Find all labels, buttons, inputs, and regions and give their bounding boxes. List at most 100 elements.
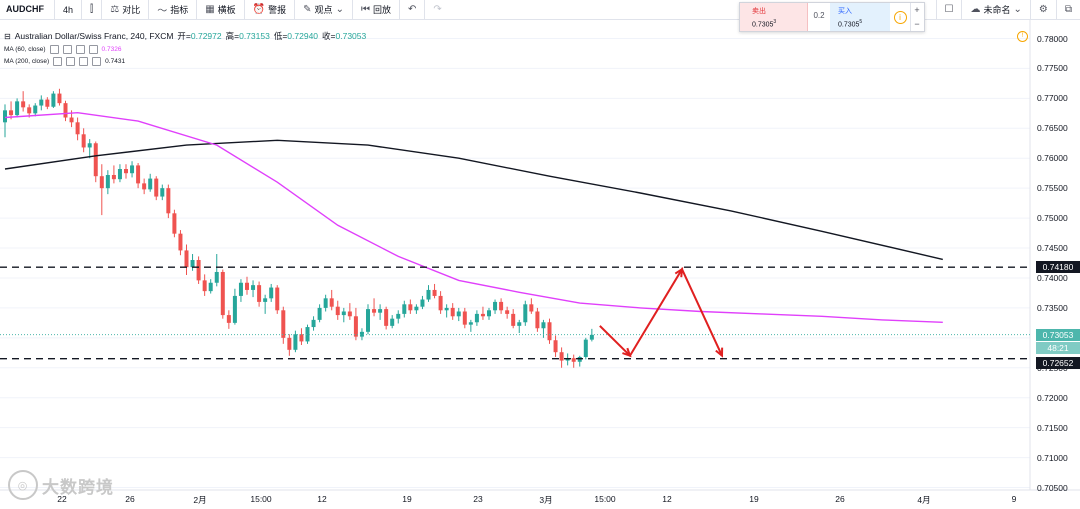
candle-body [450, 307, 455, 317]
candle-body [202, 280, 207, 292]
eye-icon[interactable] [53, 57, 63, 66]
candle-body [468, 322, 473, 325]
candle-body [184, 250, 189, 268]
ma200-line [4, 139, 943, 261]
compare-button[interactable]: ⚖ 对比 [102, 0, 150, 19]
candle-body [480, 313, 485, 317]
interval-label: 4h [63, 4, 74, 15]
close-icon[interactable] [75, 45, 85, 54]
more-icon[interactable] [88, 45, 98, 54]
candle-body [402, 304, 407, 314]
candle [408, 299, 413, 314]
candle-body [347, 311, 352, 317]
redo-button[interactable]: ↷ [425, 0, 449, 19]
chart-type-button[interactable]: ⫿ [82, 0, 103, 19]
price-tick-label: 0.74000 [1037, 272, 1068, 283]
candle-body [148, 178, 153, 190]
candle-body [269, 287, 274, 299]
candle [323, 294, 328, 312]
candle [142, 178, 147, 195]
candle-body [142, 183, 147, 190]
candle-body [117, 169, 122, 180]
fullscreen-button[interactable]: ☐ [935, 0, 963, 19]
candle [571, 354, 576, 368]
low-label: 低= [273, 31, 288, 41]
candle-body [523, 304, 528, 323]
candle-body [474, 313, 479, 323]
camera-button[interactable]: ⧉ [1057, 0, 1080, 19]
close-icon[interactable] [79, 57, 89, 66]
candle-body [9, 110, 14, 116]
candle-body [33, 105, 38, 114]
minus-button[interactable]: − [914, 19, 920, 29]
price-chart[interactable] [0, 20, 1080, 509]
candle-body [124, 169, 128, 174]
ideas-label: 观点 [314, 5, 333, 15]
gear-icon[interactable] [66, 57, 76, 66]
projection-path [599, 267, 723, 358]
time-tick-label: 15:00 [594, 494, 616, 504]
candle [287, 334, 292, 356]
gear-icon[interactable] [62, 45, 72, 54]
candle-body [190, 260, 195, 268]
candle-body [293, 334, 298, 350]
interval-select[interactable]: 4h [55, 0, 83, 19]
candle-body [51, 93, 56, 107]
camera-icon: ⧉ [1064, 4, 1072, 15]
candle-body [275, 287, 280, 311]
replay-button[interactable]: ⏮ 回放 [353, 0, 400, 19]
candle-body [172, 213, 177, 234]
sell-button[interactable]: 卖出 0.73053 [740, 3, 808, 31]
candle-body [111, 174, 116, 180]
candle-body [81, 134, 86, 148]
eye-icon[interactable] [49, 45, 59, 54]
collapse-legend-icon[interactable]: ⊟ [4, 31, 11, 41]
candle-body [335, 306, 340, 316]
candle-body [353, 316, 358, 337]
candle-body [232, 295, 237, 323]
candle [517, 319, 522, 334]
candle [305, 324, 310, 344]
buy-button[interactable]: 买入 0.73055 [830, 3, 890, 31]
candle-body [408, 304, 413, 311]
quantity-stepper: + − [910, 3, 923, 31]
ma60-legend[interactable]: MA (60, close) 0.7326 [4, 45, 366, 54]
close-label: 收= [322, 31, 336, 41]
more-icon[interactable] [92, 57, 102, 66]
indicators-button[interactable]: 〜指标 [149, 0, 198, 19]
alert-button[interactable]: ⏰ 警报 [245, 0, 296, 19]
high-label: 高= [225, 31, 240, 41]
undo-button[interactable]: ↶ [400, 0, 426, 19]
symbol-search[interactable]: AUDCHF [0, 0, 55, 19]
candle [117, 164, 122, 183]
close-value: 0.73053 [335, 31, 367, 41]
candle [384, 306, 389, 330]
candle [414, 304, 419, 314]
candle-body [487, 310, 491, 317]
candle [559, 347, 564, 368]
layout-button[interactable]: ☁ 未命名 ⌄ [962, 0, 1031, 19]
info-button[interactable]: i [890, 3, 910, 31]
candle-body [317, 307, 322, 320]
candle [505, 306, 510, 319]
settings-button[interactable]: ⚙ [1031, 0, 1057, 19]
templates-button[interactable]: ▦ 横板 [197, 0, 245, 19]
candle-body [238, 282, 243, 296]
candle [154, 176, 159, 201]
replay-label: 回放 [372, 5, 391, 15]
ma200-legend[interactable]: MA (200, close) 0.7431 [4, 57, 366, 66]
candle [432, 283, 437, 299]
candle-body [99, 176, 104, 189]
plus-button[interactable]: + [914, 5, 920, 15]
candle-body [438, 295, 443, 311]
price-tick-label: 0.71500 [1037, 422, 1068, 433]
chart-legend: ⊟ Australian Dollar/Swiss Franc, 240, FX… [4, 30, 366, 66]
candle [232, 288, 237, 325]
chart-settings-icon[interactable]: ! [1017, 31, 1028, 42]
ideas-button[interactable]: ✎ 观点 ⌄ [295, 0, 353, 19]
compare-label: 对比 [122, 5, 141, 15]
candle [3, 104, 7, 138]
candle-body [287, 337, 292, 350]
candle [462, 307, 467, 329]
candle [87, 139, 92, 159]
